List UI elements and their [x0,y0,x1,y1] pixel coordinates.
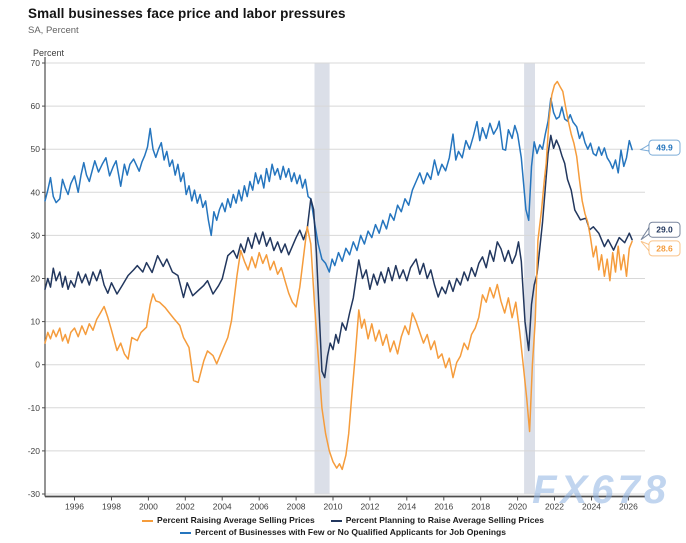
legend-label: Percent Raising Average Selling Prices [157,515,315,525]
y-tick-label: -10 [28,403,41,413]
x-tick-label: 2022 [545,502,564,512]
x-tick-label: 2018 [471,502,490,512]
x-tick-label: 2000 [139,502,158,512]
y-tick-label: 10 [31,317,41,327]
end-value-label: 49.9 [656,143,673,153]
y-tick-label: 0 [35,360,40,370]
legend-dash-icon [142,519,154,522]
legend-label: Percent Planning to Raise Average Sellin… [345,515,544,525]
end-value-label: 28.6 [656,243,673,253]
end-value-callout [648,240,681,257]
y-tick-label: 70 [31,58,41,68]
x-tick-label: 2024 [582,502,601,512]
end-value-label: 29.0 [656,225,673,235]
legend-item: Percent of Businesses with Few or No Qua… [180,527,506,538]
chart-title: Small businesses face price and labor pr… [28,6,346,21]
x-tick-label: 1998 [102,502,121,512]
legend-item: Percent Planning to Raise Average Sellin… [330,515,544,526]
legend-item: Percent Raising Average Selling Prices [142,515,315,526]
x-tick-label: 2020 [508,502,527,512]
x-tick-label: 2008 [287,502,306,512]
end-value-callout [648,221,681,238]
end-value-callout [648,139,681,156]
x-tick-label: 2016 [434,502,453,512]
x-tick-label: 2014 [397,502,416,512]
legend-dash-icon [330,519,342,522]
legend-row: Percent Raising Average Selling Prices Pe… [142,515,544,526]
chart-subtitle: SA, Percent [28,25,79,36]
y-tick-label: 50 [31,144,41,154]
legend-label: Percent of Businesses with Few or No Qua… [195,527,506,537]
x-tick-label: 2006 [250,502,269,512]
y-tick-label: 60 [31,101,41,111]
x-tick-label: 1996 [65,502,84,512]
x-tick-label: 2004 [213,502,232,512]
legend: Percent Raising Average Selling Prices Pe… [0,515,686,538]
y-axis-title: Percent [33,48,65,58]
x-tick-label: 2026 [619,502,638,512]
x-tick-label: 2012 [360,502,379,512]
legend-row: Percent of Businesses with Few or No Qua… [180,527,506,538]
series-line [44,97,633,273]
y-tick-label: 30 [31,230,41,240]
series-line [44,80,633,471]
y-tick-label: 20 [31,274,41,284]
x-tick-label: 2010 [324,502,343,512]
y-tick-label: -20 [28,446,41,456]
y-tick-label: 40 [31,187,41,197]
y-tick-label: -30 [28,489,41,499]
series-line [44,134,633,379]
x-tick-label: 2002 [176,502,195,512]
legend-dash-icon [180,531,192,534]
